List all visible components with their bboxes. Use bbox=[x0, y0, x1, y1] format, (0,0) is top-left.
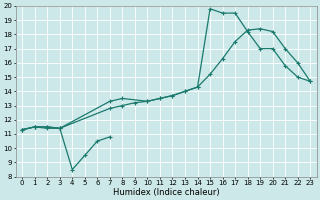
X-axis label: Humidex (Indice chaleur): Humidex (Indice chaleur) bbox=[113, 188, 220, 197]
